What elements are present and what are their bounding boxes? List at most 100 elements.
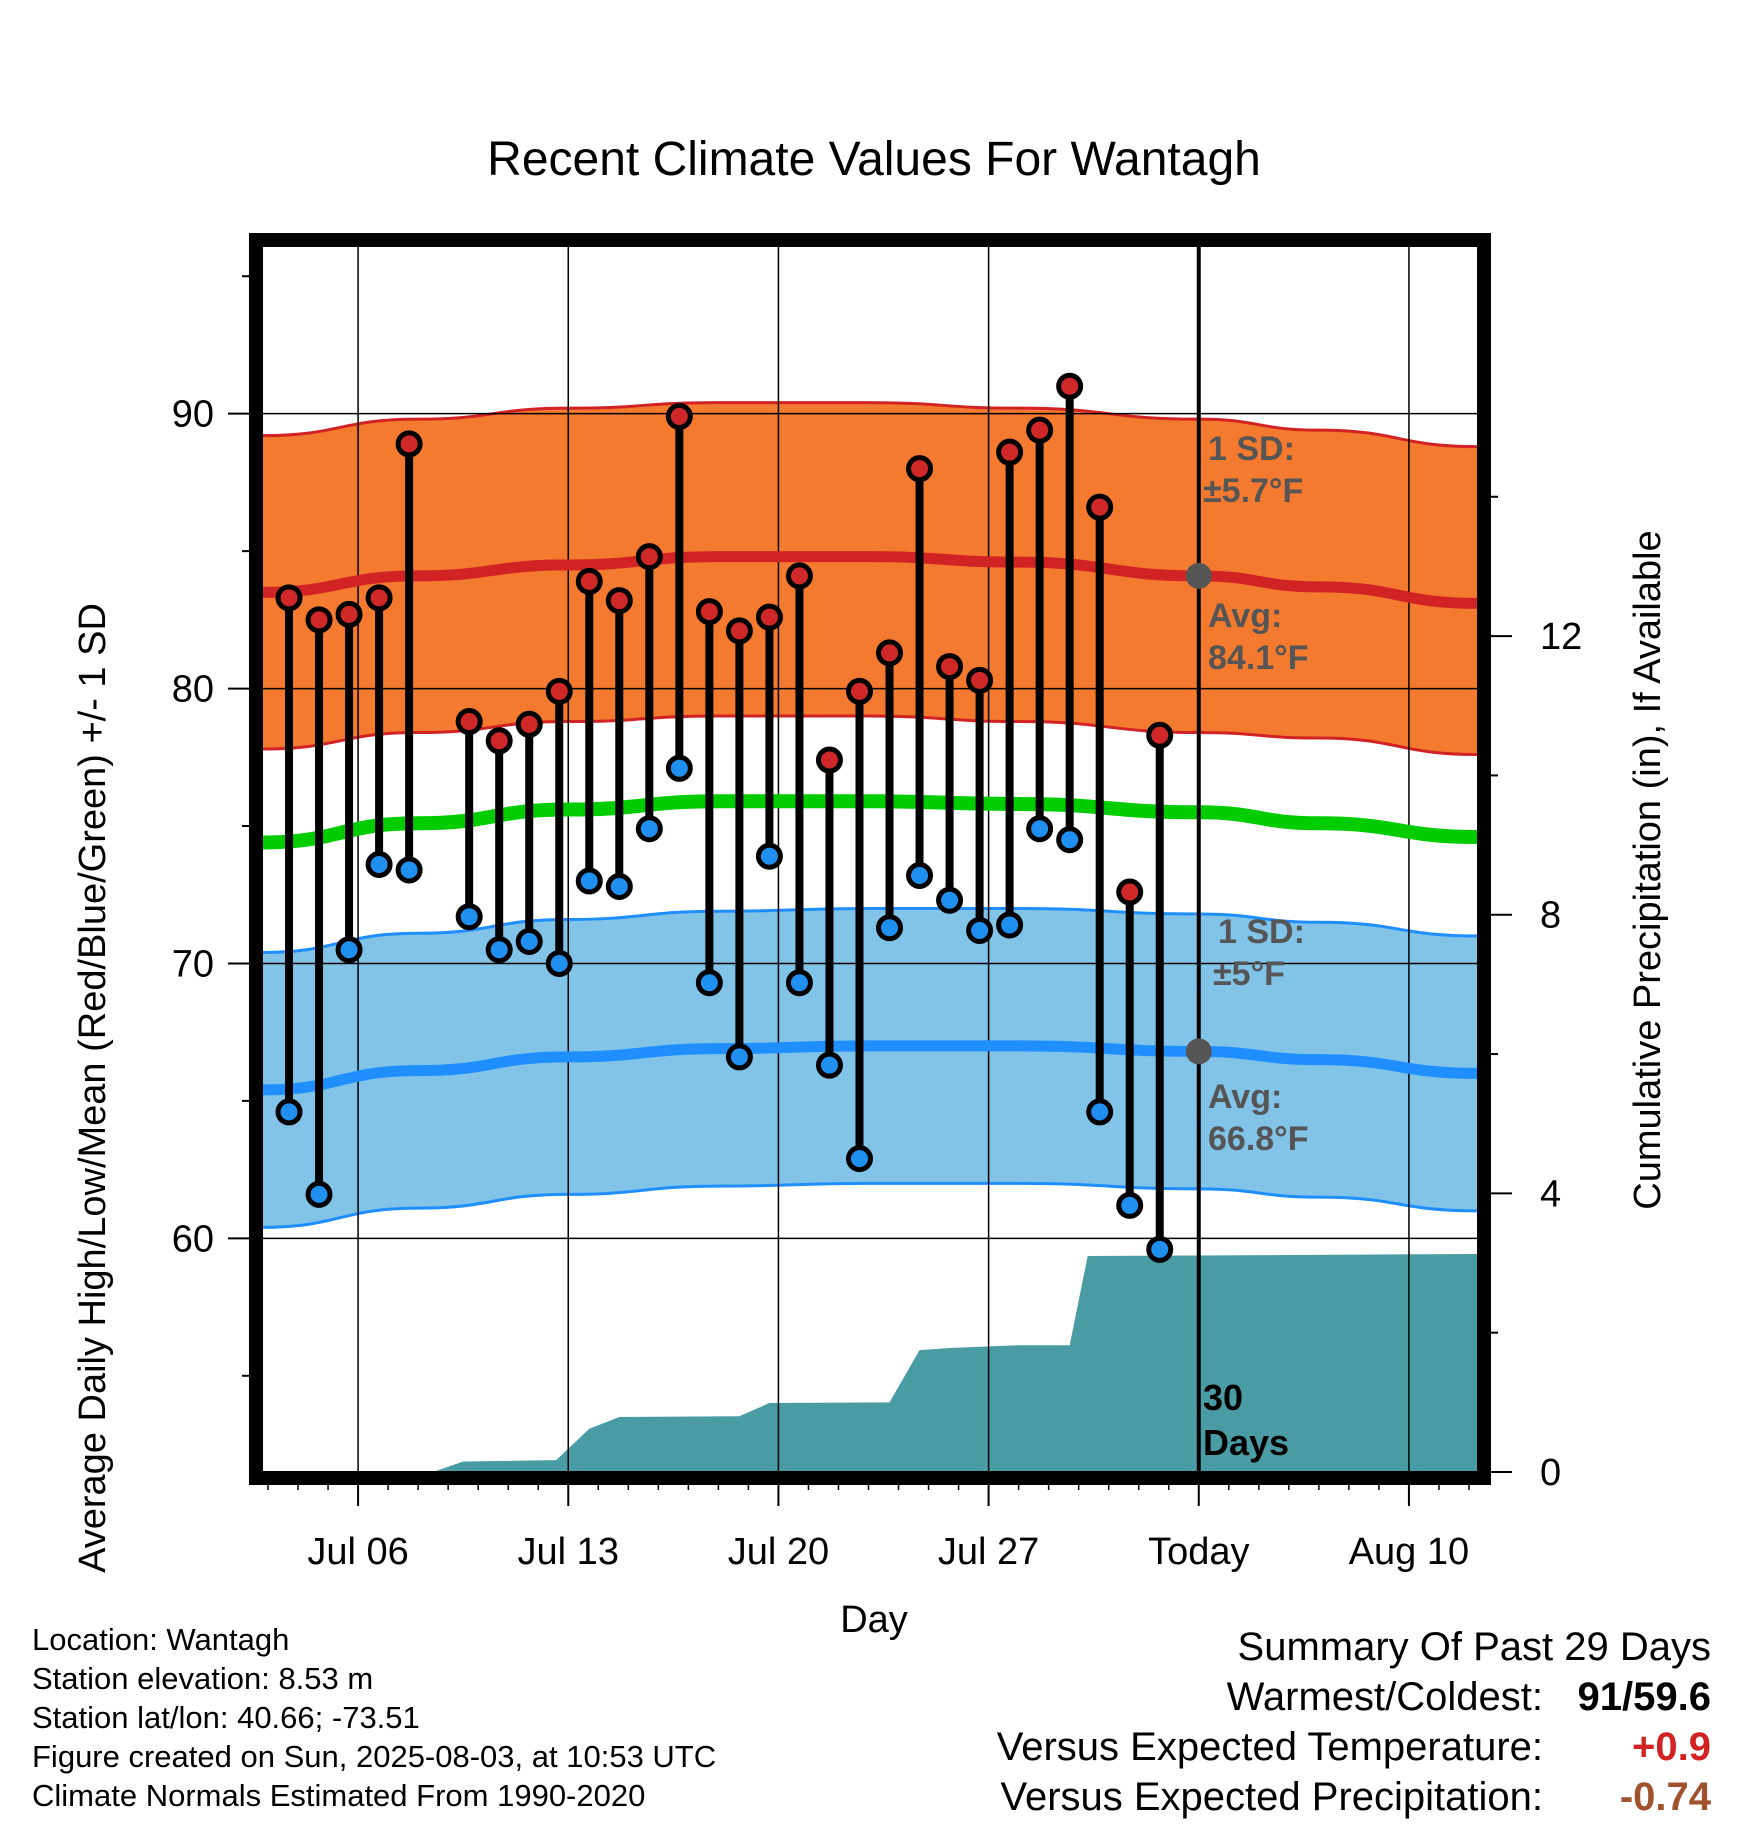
y-axis-label: Average Daily High/Low/Mean (Red/Blue/Gr… xyxy=(72,603,114,1573)
summary-panel: Summary Of Past 29 Days Warmest/Coldest:… xyxy=(997,1622,1711,1822)
daily-low-point xyxy=(755,842,783,870)
daily-low-point xyxy=(635,815,663,843)
info-created: Figure created on Sun, 2025-08-03, at 10… xyxy=(32,1739,717,1774)
daily-high-point xyxy=(1146,721,1174,749)
daily-low-point xyxy=(455,903,483,931)
info-elevation: Station elevation: 8.53 m xyxy=(32,1661,374,1696)
daily-low-point xyxy=(845,1145,873,1173)
daily-high-point xyxy=(1086,493,1114,521)
daily-high-point xyxy=(906,455,934,483)
info-location: Location: Wantagh xyxy=(32,1622,290,1657)
temp-value: +0.9 xyxy=(1632,1725,1711,1769)
daily-low-point xyxy=(395,856,423,884)
warm-cold-value: 91/59.6 xyxy=(1577,1675,1711,1719)
daily-high-point xyxy=(335,600,363,628)
daily-low-point xyxy=(1086,1098,1114,1126)
daily-high-point xyxy=(605,587,633,615)
y2-tick-label: 8 xyxy=(1540,895,1561,937)
chart-title: Recent Climate Values For Wantagh xyxy=(487,133,1261,186)
daily-low-point xyxy=(906,861,934,889)
daily-high-point xyxy=(845,677,873,705)
x-tick-label: Today xyxy=(1148,1531,1249,1573)
daily-high-point xyxy=(815,746,843,774)
summary-title: Summary Of Past 29 Days xyxy=(1237,1625,1711,1669)
daily-high-point xyxy=(665,402,693,430)
daily-low-point xyxy=(725,1043,753,1071)
y2-tick-label: 0 xyxy=(1540,1452,1561,1494)
daily-low-point xyxy=(305,1180,333,1208)
plot-content xyxy=(262,246,1478,1472)
x-tick-label: Aug 10 xyxy=(1349,1531,1469,1573)
summary-temp: Versus Expected Temperature: +0.9 xyxy=(997,1722,1711,1772)
mean-avg-line xyxy=(262,794,1478,850)
info-latlon: Station lat/lon: 40.66; -73.51 xyxy=(32,1700,420,1735)
y2-axis-label: Cumulative Precipitation (in), If Availa… xyxy=(1627,530,1669,1209)
daily-low-point xyxy=(876,914,904,942)
today-low-marker xyxy=(1185,1038,1212,1065)
low-upper-line xyxy=(262,906,1478,954)
y2-tick-label: 4 xyxy=(1540,1173,1561,1215)
daily-low-point xyxy=(785,969,813,997)
high-sd-value: ±5.7°F xyxy=(1203,472,1303,510)
daily-high-point xyxy=(936,653,964,681)
y-tick-label: 70 xyxy=(172,943,214,985)
daily-high-point xyxy=(1116,878,1144,906)
daily-high-point xyxy=(635,543,663,571)
plot-area: 1 SD: ±5.7°F Avg: 84.1°F 1 SD: ±5°F Avg: 66.8°F… xyxy=(172,233,1582,1573)
x-tick-label: Jul 13 xyxy=(518,1531,619,1573)
daily-high-point xyxy=(1026,416,1054,444)
high-avg-label: Avg: xyxy=(1208,597,1282,635)
y-tick-label: 90 xyxy=(172,394,214,436)
precip-days-word: Days xyxy=(1203,1422,1289,1463)
daily-high-point xyxy=(395,430,423,458)
daily-high-point xyxy=(275,584,303,612)
low-sd-value: ±5°F xyxy=(1213,955,1285,993)
daily-high-point xyxy=(725,617,753,645)
high-sd-label: 1 SD: xyxy=(1208,430,1295,468)
y2-tick-label: 12 xyxy=(1540,616,1582,658)
y-tick-label: 60 xyxy=(172,1218,214,1260)
daily-high-point xyxy=(485,727,513,755)
precip-value: -0.74 xyxy=(1619,1775,1711,1819)
daily-low-point xyxy=(936,886,964,914)
daily-low-point xyxy=(966,916,994,944)
daily-low-point xyxy=(1146,1235,1174,1263)
low-sd-band xyxy=(262,908,1478,1228)
daily-high-point xyxy=(876,639,904,667)
low-sd-label: 1 SD: xyxy=(1218,913,1305,951)
daily-high-point xyxy=(695,598,723,626)
station-info: Location: Wantagh Station elevation: 8.5… xyxy=(32,1620,716,1815)
daily-low-point xyxy=(365,850,393,878)
low-avg-label: Avg: xyxy=(1208,1078,1282,1116)
daily-high-point xyxy=(1056,372,1084,400)
daily-low-point xyxy=(665,754,693,782)
daily-high-point xyxy=(515,710,543,738)
daily-high-point xyxy=(575,567,603,595)
daily-low-point xyxy=(575,867,603,895)
daily-high-point xyxy=(545,677,573,705)
precip-days-number: 30 xyxy=(1203,1377,1243,1418)
low-avg-line xyxy=(262,1040,1478,1096)
summary-precip: Versus Expected Precipitation: -0.74 xyxy=(997,1772,1711,1822)
daily-low-point xyxy=(815,1051,843,1079)
x-tick-label: Jul 20 xyxy=(728,1531,829,1573)
daily-high-point xyxy=(455,708,483,736)
plot-frame xyxy=(249,233,1491,1485)
today-high-marker xyxy=(1185,562,1212,589)
x-tick-label: Jul 06 xyxy=(307,1531,408,1573)
high-sd-band xyxy=(262,402,1478,755)
daily-low-point xyxy=(515,927,543,955)
daily-high-point xyxy=(365,584,393,612)
y-tick-label: 80 xyxy=(172,669,214,711)
daily-low-point xyxy=(605,872,633,900)
daily-low-point xyxy=(1026,815,1054,843)
daily-high-point xyxy=(755,603,783,631)
daily-low-point xyxy=(275,1098,303,1126)
info-normals: Climate Normals Estimated From 1990-2020 xyxy=(32,1778,646,1813)
temp-label: Versus Expected Temperature: xyxy=(996,1725,1543,1769)
low-lower-line xyxy=(262,1181,1478,1229)
x-axis-label: Day xyxy=(840,1599,908,1641)
warm-cold-label: Warmest/Coldest: xyxy=(1226,1675,1543,1719)
x-tick-label: Jul 27 xyxy=(938,1531,1039,1573)
